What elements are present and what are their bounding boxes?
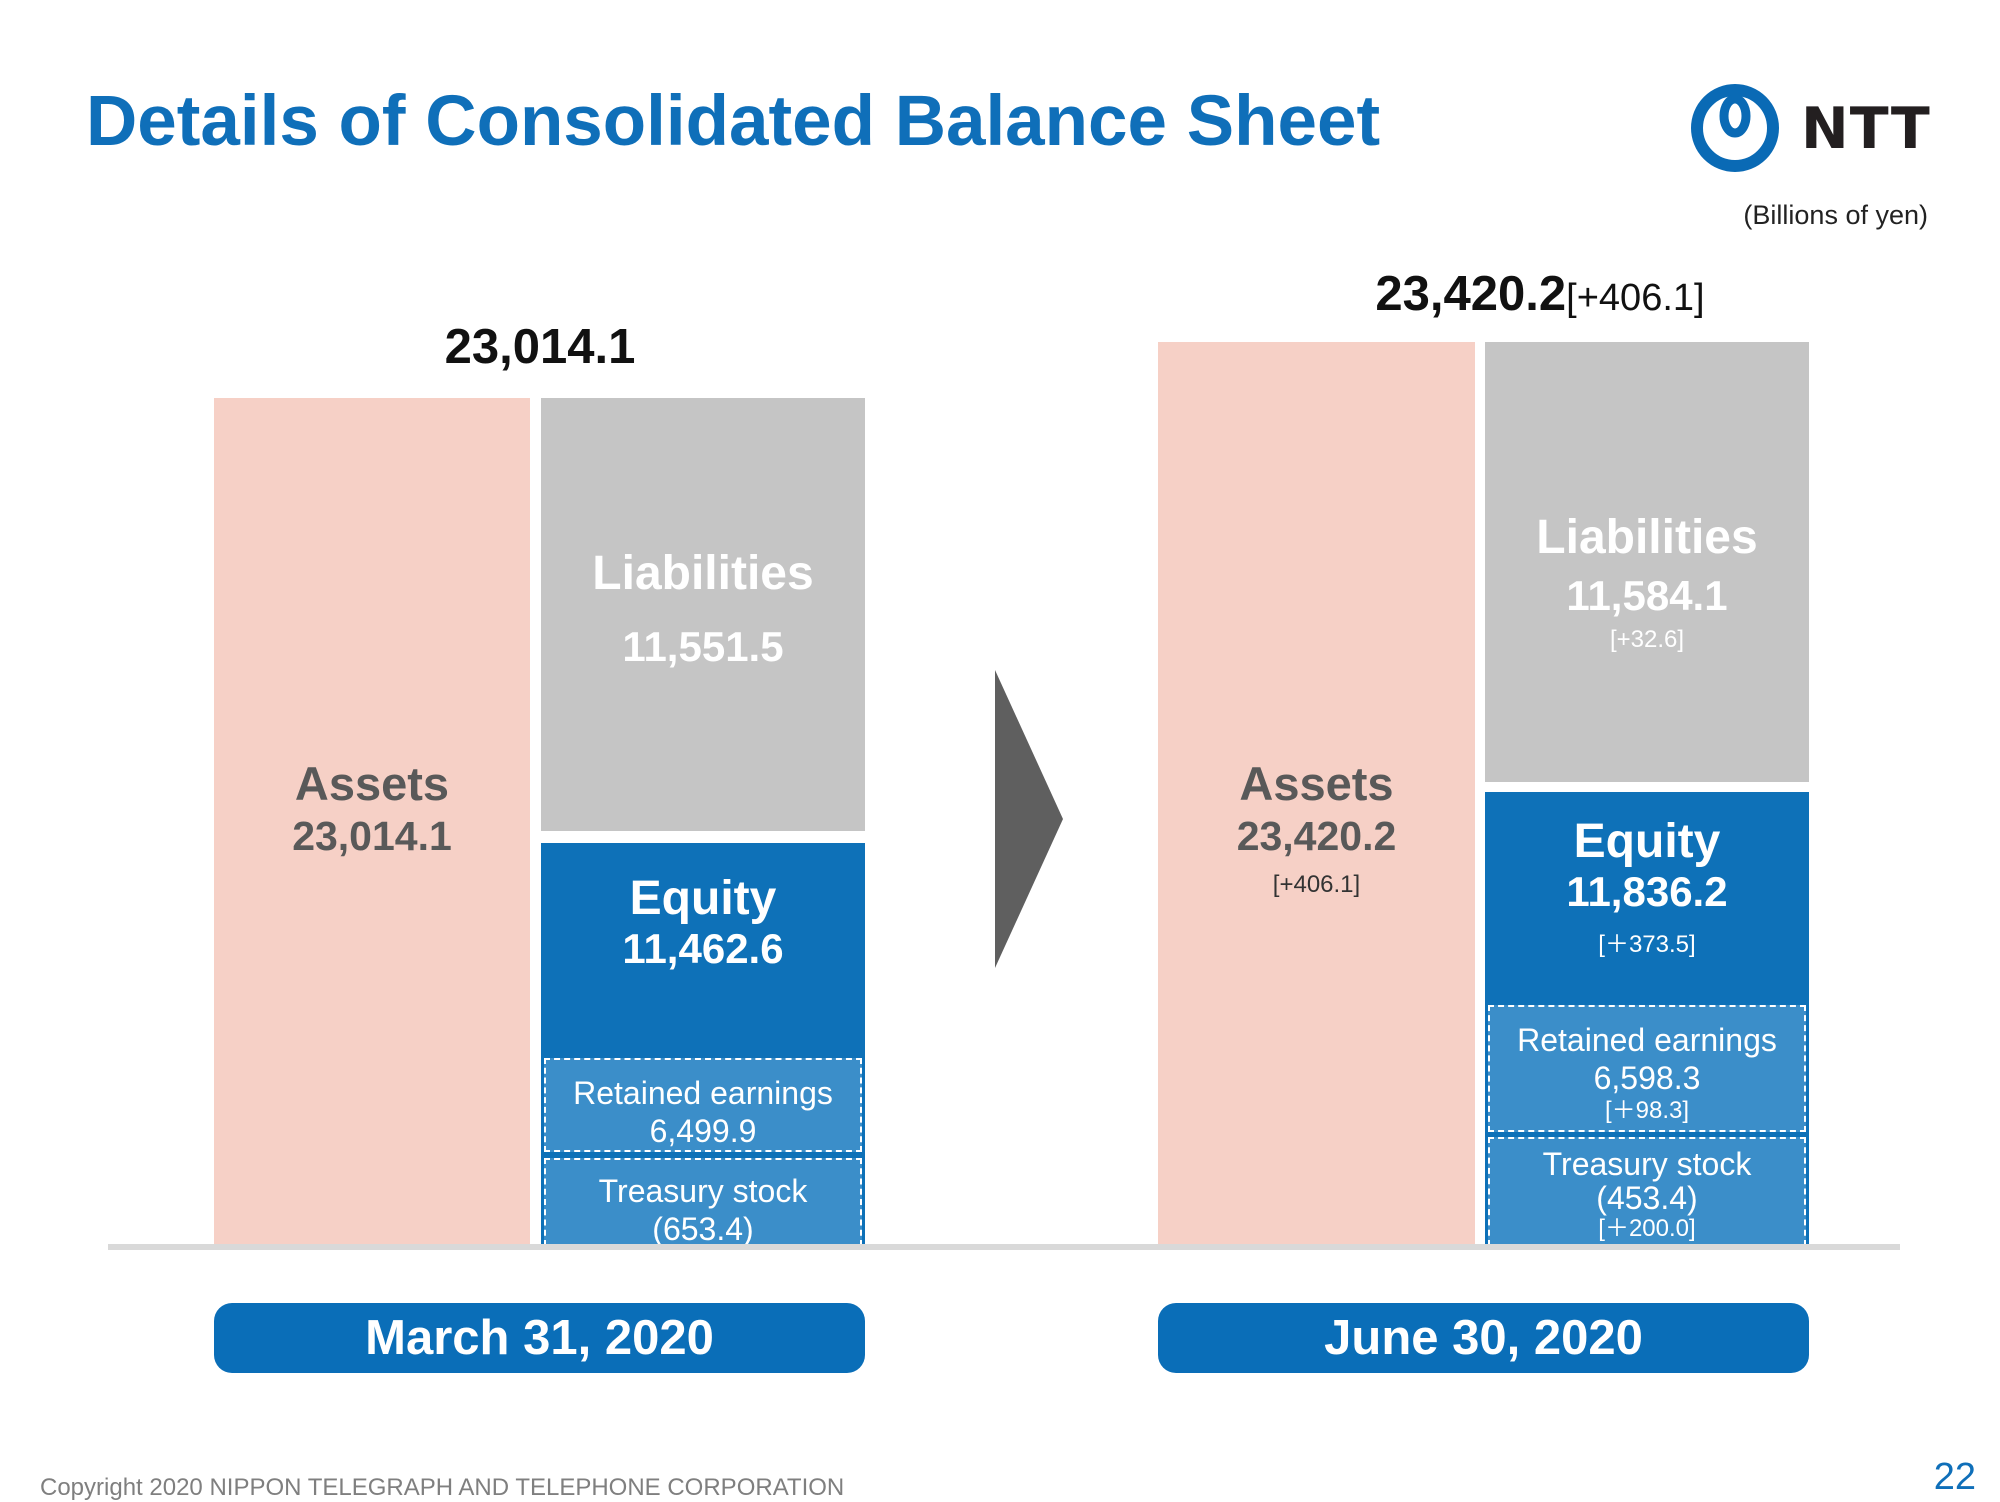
equity-label: Equity [1573,815,1721,868]
equity-value: 11,462.6 [622,925,784,972]
page-number: 22 [1933,1456,1976,1498]
transition-arrow-icon [995,670,1063,968]
assets-bar-period-2: Assets 23,420.2 [+406.1] [1158,342,1475,1246]
total-label-period-1: 23,014.1 [350,323,730,372]
period-label-1: March 31, 2020 [214,1303,865,1373]
treasury-stock-value: (653.4) [652,1211,754,1246]
treasury-stock-label: Treasury stock [598,1173,808,1209]
retained-earnings-value: 6,499.9 [649,1113,757,1149]
chart-baseline [108,1244,1900,1250]
treasury-stock-delta: [＋200.0] [1598,1215,1696,1242]
treasury-stock-label: Treasury stock [1542,1146,1752,1182]
total-delta: [+406.1] [1566,277,1705,319]
total-value: 23,420.2 [1375,267,1567,321]
treasury-stock-box-period-2: Treasury stock (453.4) [＋200.0] [1488,1137,1806,1246]
liabilities-label: Liabilities [592,547,814,600]
assets-label: Assets [294,757,450,810]
unit-note: (Billions of yen) [1743,200,1928,230]
retained-earnings-delta: [＋98.3] [1604,1097,1690,1124]
page-title: Details of Consolidated Balance Sheet [86,82,1381,161]
liabilities-label: Liabilities [1536,511,1758,564]
equity-value: 11,836.2 [1566,868,1728,915]
liabilities-value: 11,584.1 [1566,572,1728,619]
ntt-logo-icon [1691,84,1779,172]
period-label-2: June 30, 2020 [1158,1303,1809,1373]
ntt-logo: NTT [1690,83,1960,173]
assets-value: 23,420.2 [1236,813,1397,859]
liabilities-value: 11,551.5 [622,623,784,670]
liabilities-bar-period-1: Liabilities 11,551.5 [541,398,865,831]
retained-earnings-box-period-1: Retained earnings 6,499.9 [544,1058,862,1152]
equity-label: Equity [629,872,777,925]
assets-bar-period-1: Assets 23,014.1 [214,398,530,1246]
retained-earnings-value: 6,598.3 [1593,1060,1701,1096]
liabilities-bar-period-2: Liabilities 11,584.1 [+32.6] [1485,342,1809,782]
copyright: Copyright 2020 NIPPON TELEGRAPH AND TELE… [40,1474,845,1501]
retained-earnings-label: Retained earnings [573,1075,833,1111]
assets-value: 23,014.1 [292,813,452,859]
treasury-stock-value: (453.4) [1596,1180,1698,1216]
retained-earnings-box-period-2: Retained earnings 6,598.3 [＋98.3] [1488,1005,1806,1132]
total-value: 23,014.1 [444,320,636,374]
equity-delta: [＋373.5] [1598,931,1696,958]
assets-delta: [+406.1] [1272,871,1361,898]
liabilities-delta: [+32.6] [1609,626,1685,653]
logo-text: NTT [1801,96,1931,162]
assets-label: Assets [1239,757,1394,810]
treasury-stock-box-period-1: Treasury stock (653.4) [544,1158,862,1246]
retained-earnings-label: Retained earnings [1517,1022,1777,1058]
total-label-period-2: 23,420.2[+406.1] [1280,270,1800,319]
